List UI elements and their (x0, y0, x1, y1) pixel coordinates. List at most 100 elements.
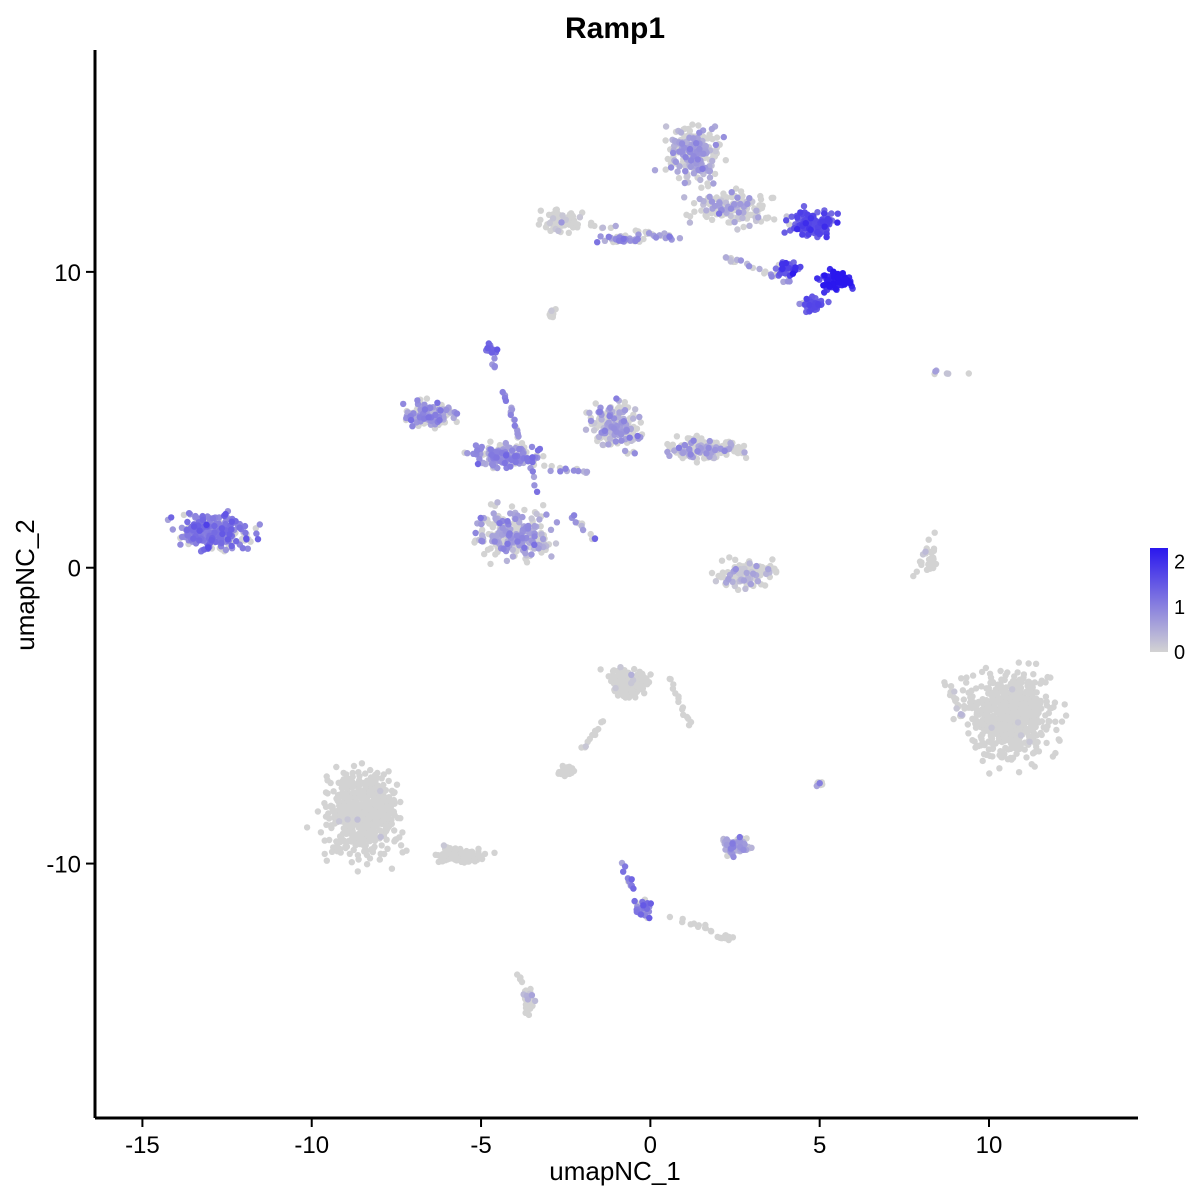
cell-point (746, 560, 753, 567)
cell-point (737, 257, 745, 264)
cell-point (1029, 690, 1036, 698)
cell-point (925, 556, 933, 563)
cell-point (1058, 718, 1066, 725)
cell-point (820, 282, 827, 289)
cell-point (487, 560, 494, 568)
cell-point (504, 540, 511, 547)
cell-point (996, 715, 1003, 722)
cell-point (359, 827, 367, 834)
cell-point (741, 449, 748, 456)
cell-point (322, 813, 330, 820)
cell-point (354, 780, 361, 787)
cell-point (513, 525, 520, 532)
cell-point (503, 557, 511, 565)
cell-point (807, 215, 815, 222)
cell-point (222, 546, 230, 554)
cell-point (721, 447, 728, 455)
cell-point (913, 568, 920, 575)
cell-point (605, 441, 612, 448)
cell-point (971, 738, 978, 745)
cell-point (1025, 678, 1032, 685)
cell-point (925, 536, 932, 543)
cell-point (681, 441, 689, 449)
cell-point (716, 200, 723, 207)
cell-point (382, 823, 389, 830)
cell-point (1017, 693, 1024, 701)
cell-point (1006, 726, 1014, 733)
cell-point (502, 439, 509, 447)
cell-point (511, 416, 518, 423)
cell-point (963, 679, 970, 686)
cell-point (211, 522, 218, 530)
cell-point (704, 183, 712, 190)
cell-point (365, 816, 372, 823)
cell-point (518, 440, 526, 447)
cell-point (511, 422, 518, 429)
cell-point (522, 1009, 529, 1017)
cell-point (1062, 712, 1070, 719)
cell-point (344, 796, 352, 804)
cell-point (673, 433, 681, 440)
cell-point (516, 445, 523, 453)
cell-point (531, 997, 539, 1005)
cell-point (489, 462, 497, 469)
cell-point (708, 198, 716, 205)
cell-point (547, 526, 555, 533)
cell-point (374, 769, 381, 777)
cell-point (669, 149, 677, 157)
cell-point (987, 732, 995, 740)
cell-point (983, 697, 990, 704)
cell-point (597, 666, 604, 673)
cell-point (323, 773, 330, 780)
cell-point (1052, 718, 1059, 725)
cell-point (753, 562, 760, 570)
cell-point (601, 237, 609, 244)
cell-point (610, 425, 618, 432)
cell-point (750, 570, 757, 577)
cell-point (1009, 677, 1017, 685)
cell-point (965, 370, 972, 377)
legend-tick-label: 0 (1174, 642, 1185, 664)
cell-point (712, 148, 719, 155)
cell-point (399, 849, 406, 856)
cell-point (472, 529, 479, 537)
cell-point (386, 811, 393, 818)
cell-point (687, 163, 694, 170)
cell-point (572, 519, 579, 526)
cell-point (355, 856, 362, 863)
cell-point (932, 368, 939, 375)
cell-point (393, 781, 401, 788)
cell-point (513, 532, 520, 539)
cell-point (667, 164, 675, 171)
cell-point (377, 787, 384, 795)
cell-point (317, 829, 325, 836)
cell-point (746, 195, 753, 202)
cell-point (555, 227, 562, 234)
cell-point (679, 915, 686, 923)
cell-point (253, 530, 260, 537)
cell-point (628, 671, 635, 678)
cell-point (337, 809, 344, 817)
cell-point (988, 678, 995, 685)
cell-point (747, 211, 754, 218)
cell-point (374, 782, 381, 789)
cell-point (1001, 737, 1008, 744)
cell-point (436, 417, 443, 424)
x-tick-label: 5 (813, 1132, 826, 1159)
cell-point (785, 264, 792, 271)
cell-point (607, 224, 615, 231)
cell-point (960, 696, 967, 703)
cell-point (366, 777, 374, 784)
cell-point (481, 550, 488, 558)
cell-point (621, 399, 628, 406)
cell-point (793, 225, 801, 233)
cell-point (965, 730, 972, 737)
cell-point (1028, 719, 1035, 726)
cell-point (374, 819, 381, 827)
cell-point (703, 450, 710, 457)
cell-point (676, 235, 684, 242)
cell-point (592, 400, 599, 407)
cell-point (705, 444, 712, 452)
cell-point (824, 215, 831, 223)
cell-point (800, 203, 808, 210)
